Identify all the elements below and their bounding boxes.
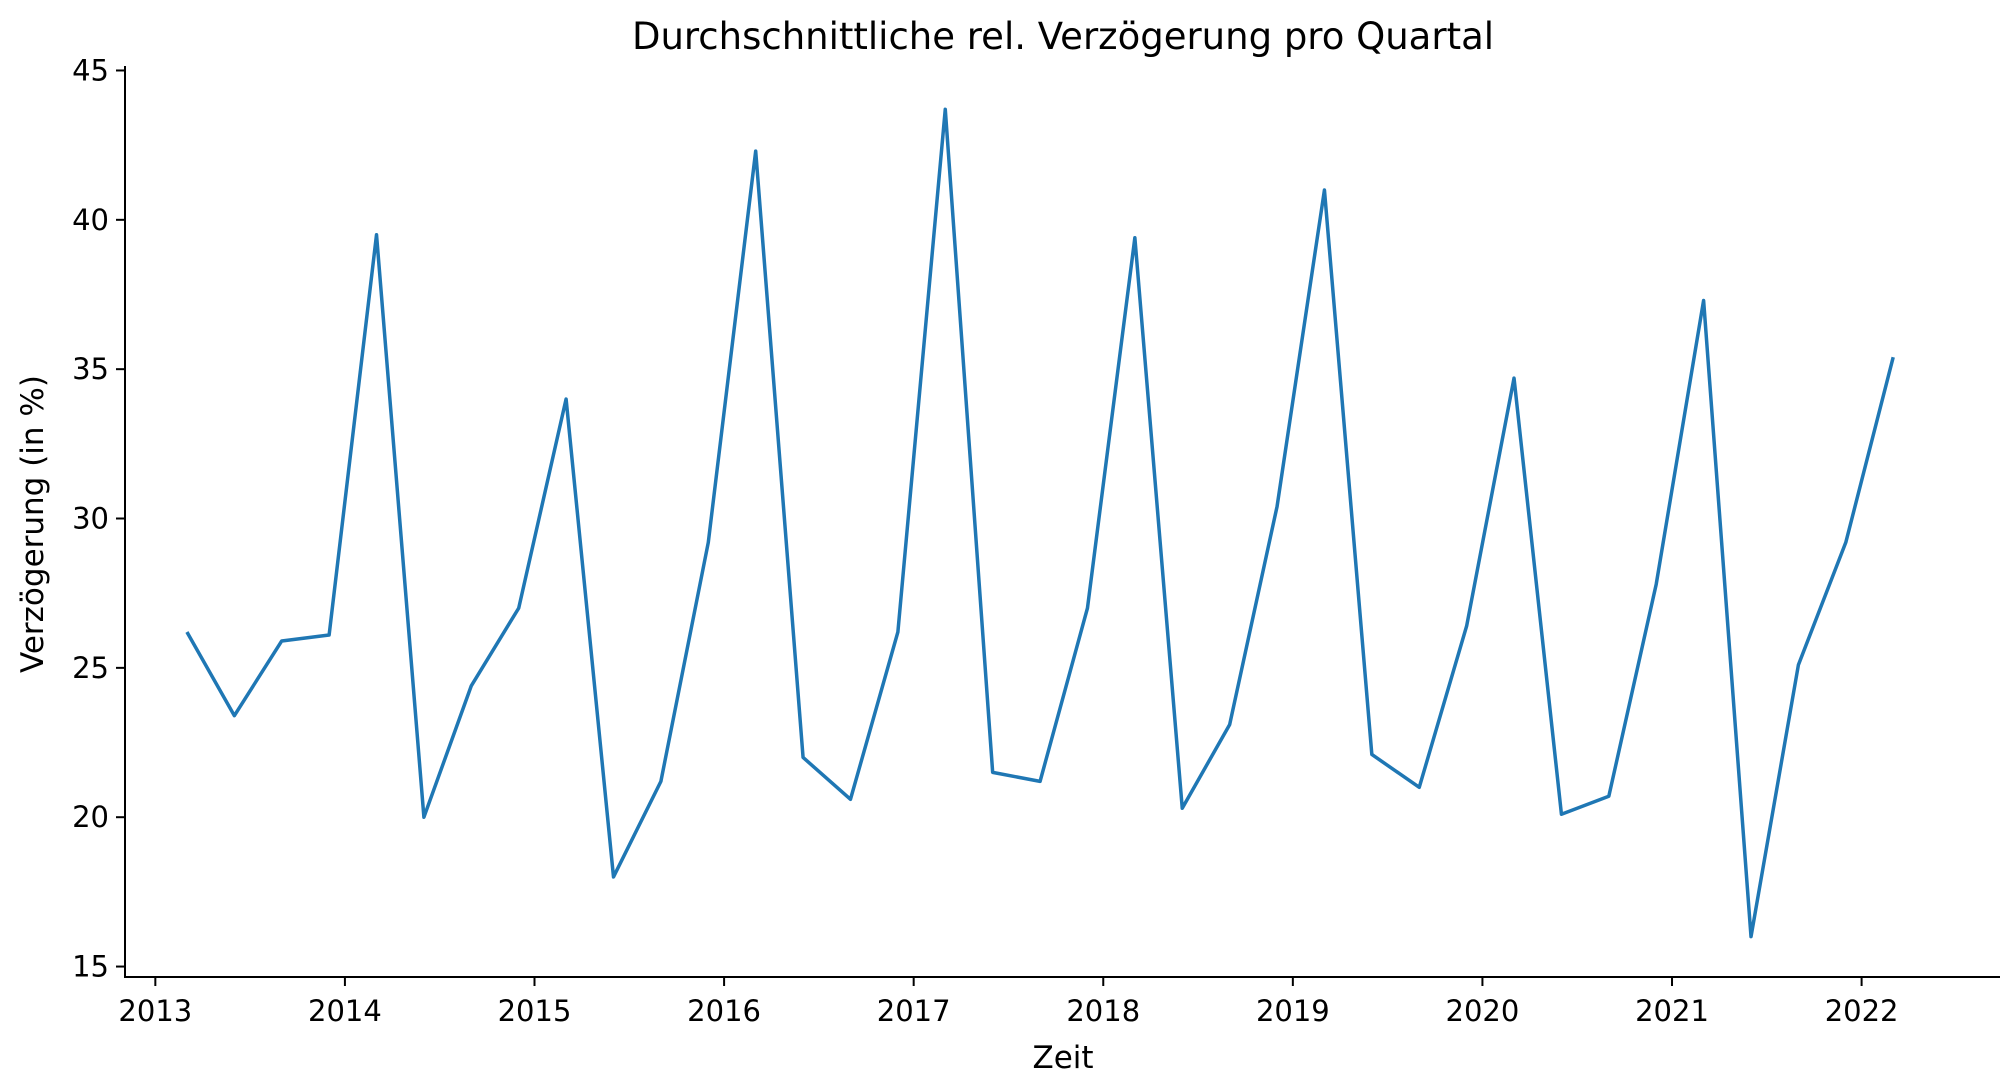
data-point (1180, 806, 1184, 810)
data-point (659, 779, 663, 783)
x-tick-label: 2017 (877, 994, 951, 1028)
data-point (991, 770, 995, 774)
data-point (280, 639, 284, 643)
x-axis-ticks: 2013 2014 2015 2016 2017 2018 2019 2020 2021 2022 (118, 977, 1899, 1028)
x-tick-label: 2020 (1446, 994, 1520, 1028)
data-point (1322, 188, 1326, 192)
data-point (943, 107, 947, 111)
y-tick-label: 40 (72, 203, 109, 237)
data-point (896, 630, 900, 634)
y-tick-label: 25 (72, 651, 109, 685)
x-tick-label: 2021 (1635, 994, 1709, 1028)
x-tick-label: 2019 (1256, 994, 1330, 1028)
y-tick-label: 20 (72, 800, 109, 834)
data-point (801, 755, 805, 759)
data-point (1749, 935, 1753, 939)
data-point (1702, 298, 1706, 302)
data-point (612, 875, 616, 879)
data-point (1038, 779, 1042, 783)
data-point (1133, 236, 1137, 240)
data-point (564, 397, 568, 401)
series-group (185, 107, 1895, 939)
data-point (1654, 582, 1658, 586)
data-point (232, 714, 236, 718)
data-point (469, 684, 473, 688)
x-axis-title: Zeit (1032, 1040, 1093, 1076)
data-point (1844, 540, 1848, 544)
data-point (1559, 812, 1563, 816)
data-point (706, 540, 710, 544)
y-axis-title: Verzögerung (in %) (15, 375, 51, 673)
data-point (375, 233, 379, 237)
y-tick-label: 35 (72, 352, 109, 386)
data-point (848, 797, 852, 801)
data-point (1891, 355, 1895, 359)
data-point (1465, 624, 1469, 628)
y-tick-label: 15 (72, 950, 109, 984)
x-tick-label: 2016 (687, 994, 761, 1028)
data-point (754, 149, 758, 153)
x-tick-label: 2022 (1825, 994, 1899, 1028)
chart-title: Durchschnittliche rel. Verzögerung pro Q… (632, 15, 1494, 58)
x-tick-label: 2013 (118, 994, 192, 1028)
data-point (1512, 376, 1516, 380)
x-tick-label: 2015 (498, 994, 572, 1028)
data-point (517, 606, 521, 610)
y-axis-ticks: 15 20 25 30 35 40 45 (72, 53, 125, 984)
x-tick-label: 2018 (1066, 994, 1140, 1028)
y-tick-label: 45 (72, 53, 109, 87)
data-point (1796, 663, 1800, 667)
data-point (327, 633, 331, 637)
data-point (1370, 752, 1374, 756)
data-point (1417, 785, 1421, 789)
data-point (1085, 606, 1089, 610)
x-tick-label: 2014 (308, 994, 382, 1028)
data-point (1607, 794, 1611, 798)
data-point (1228, 723, 1232, 727)
data-point (1275, 505, 1279, 509)
series-line (185, 107, 1895, 939)
data-point (422, 815, 426, 819)
data-point (185, 630, 189, 634)
y-tick-label: 30 (72, 502, 109, 536)
